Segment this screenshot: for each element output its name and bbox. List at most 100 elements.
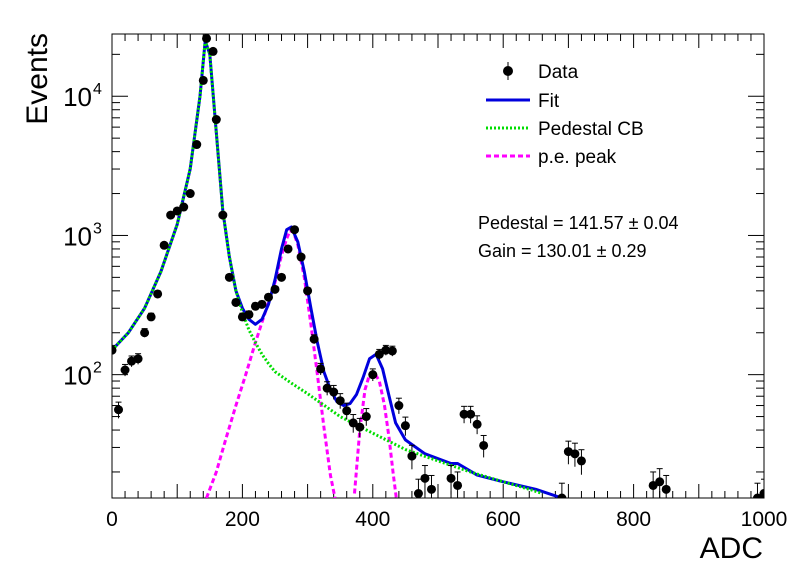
data-point: [655, 468, 665, 498]
data-point: [208, 46, 218, 56]
data-marker: [316, 364, 326, 374]
data-point: [244, 310, 254, 320]
legend: Data Fit Pedestal CB p.e. peak: [486, 62, 644, 168]
y-tick-exponent: 2: [93, 360, 102, 377]
data-point: [290, 225, 300, 235]
data-marker: [381, 345, 391, 355]
data-point: [316, 362, 326, 375]
data-marker: [459, 409, 469, 419]
data-marker: [283, 244, 293, 254]
data-marker: [361, 412, 371, 422]
data-marker: [420, 473, 430, 483]
data-point: [759, 478, 764, 498]
y-tick-label: 10: [63, 221, 92, 251]
legend-item-fit: Fit: [486, 91, 560, 112]
data-marker: [166, 210, 176, 220]
data-marker: [218, 210, 228, 220]
data-marker: [387, 346, 397, 356]
data-marker: [296, 252, 306, 262]
data-point: [172, 206, 182, 216]
data-marker: [146, 312, 156, 322]
data-marker: [661, 484, 671, 494]
data-marker: [374, 349, 384, 359]
data-point: [407, 444, 417, 470]
plot-frame: [111, 33, 765, 499]
legend-label-pe-peak: p.e. peak: [538, 147, 617, 168]
data-point: [355, 417, 365, 438]
data-point: [426, 474, 436, 498]
annotation-pedestal: Pedestal = 141.57 ± 0.04: [478, 213, 679, 233]
data-marker: [198, 75, 208, 85]
data-marker: [576, 456, 586, 466]
data-point: [342, 402, 352, 420]
data-marker: [446, 473, 456, 483]
x-tick-label: 800: [616, 508, 651, 531]
x-tick-label: 600: [486, 508, 521, 531]
data-marker: [140, 328, 150, 338]
data-marker: [277, 272, 287, 282]
data-marker: [322, 383, 332, 393]
legend-item-pe-peak: p.e. peak: [486, 147, 617, 168]
data-point: [140, 328, 150, 338]
data-point: [198, 75, 208, 85]
data-marker: [172, 206, 182, 216]
fit-curves: [112, 39, 563, 498]
pe-peak-curve: [353, 370, 398, 498]
data-marker: [342, 406, 352, 416]
data-point: [329, 384, 339, 400]
data-point: [257, 299, 267, 309]
data-point: [570, 442, 580, 467]
fit-curve: [112, 39, 563, 498]
y-tick-label: 10: [63, 361, 92, 391]
data-point: [112, 344, 117, 356]
x-tick-label: 0: [106, 508, 118, 531]
x-tick-label: 1000: [741, 508, 788, 531]
data-point: [453, 471, 463, 498]
data-marker: [557, 493, 567, 498]
data-marker: [453, 480, 463, 490]
data-marker: [348, 418, 358, 428]
pedestal-cb-curve: [112, 39, 543, 495]
data-point: [231, 297, 241, 307]
data-point: [159, 240, 169, 250]
data-point: [114, 401, 124, 419]
data-point: [459, 405, 469, 424]
data-point: [146, 312, 156, 322]
data-point: [296, 252, 306, 262]
data-marker: [244, 310, 254, 320]
annotation-gain: Gain = 130.01 ± 0.29: [478, 241, 647, 261]
x-axis-label: ADC: [700, 532, 763, 565]
pe-peak-curve: [205, 229, 337, 498]
data-marker: [231, 297, 241, 307]
data-marker: [202, 34, 212, 43]
data-point: [420, 465, 430, 495]
data-point: [303, 286, 313, 296]
data-marker: [466, 409, 476, 419]
data-point: [192, 140, 202, 150]
y-tick-exponent: 3: [93, 220, 102, 237]
data-point: [661, 474, 671, 498]
data-point: [374, 348, 384, 360]
data-point: [133, 353, 143, 365]
data-marker: [211, 115, 221, 125]
data-marker: [303, 286, 313, 296]
data-point: [153, 289, 163, 299]
data-point: [557, 482, 567, 498]
data-point: [277, 272, 287, 282]
data-point: [309, 334, 319, 344]
y-tick-label: 10: [63, 82, 92, 112]
data-marker: [407, 451, 417, 461]
data-marker: [270, 284, 280, 294]
axis-ticks: [111, 34, 765, 498]
data-marker: [290, 225, 300, 235]
data-point: [413, 478, 423, 498]
data-marker: [179, 202, 189, 212]
data-marker: [208, 46, 218, 56]
data-point: [446, 465, 456, 495]
data-marker: [224, 272, 234, 282]
data-marker: [112, 345, 117, 355]
data-point: [466, 405, 476, 424]
data-marker: [426, 484, 436, 494]
data-marker: [570, 449, 580, 459]
